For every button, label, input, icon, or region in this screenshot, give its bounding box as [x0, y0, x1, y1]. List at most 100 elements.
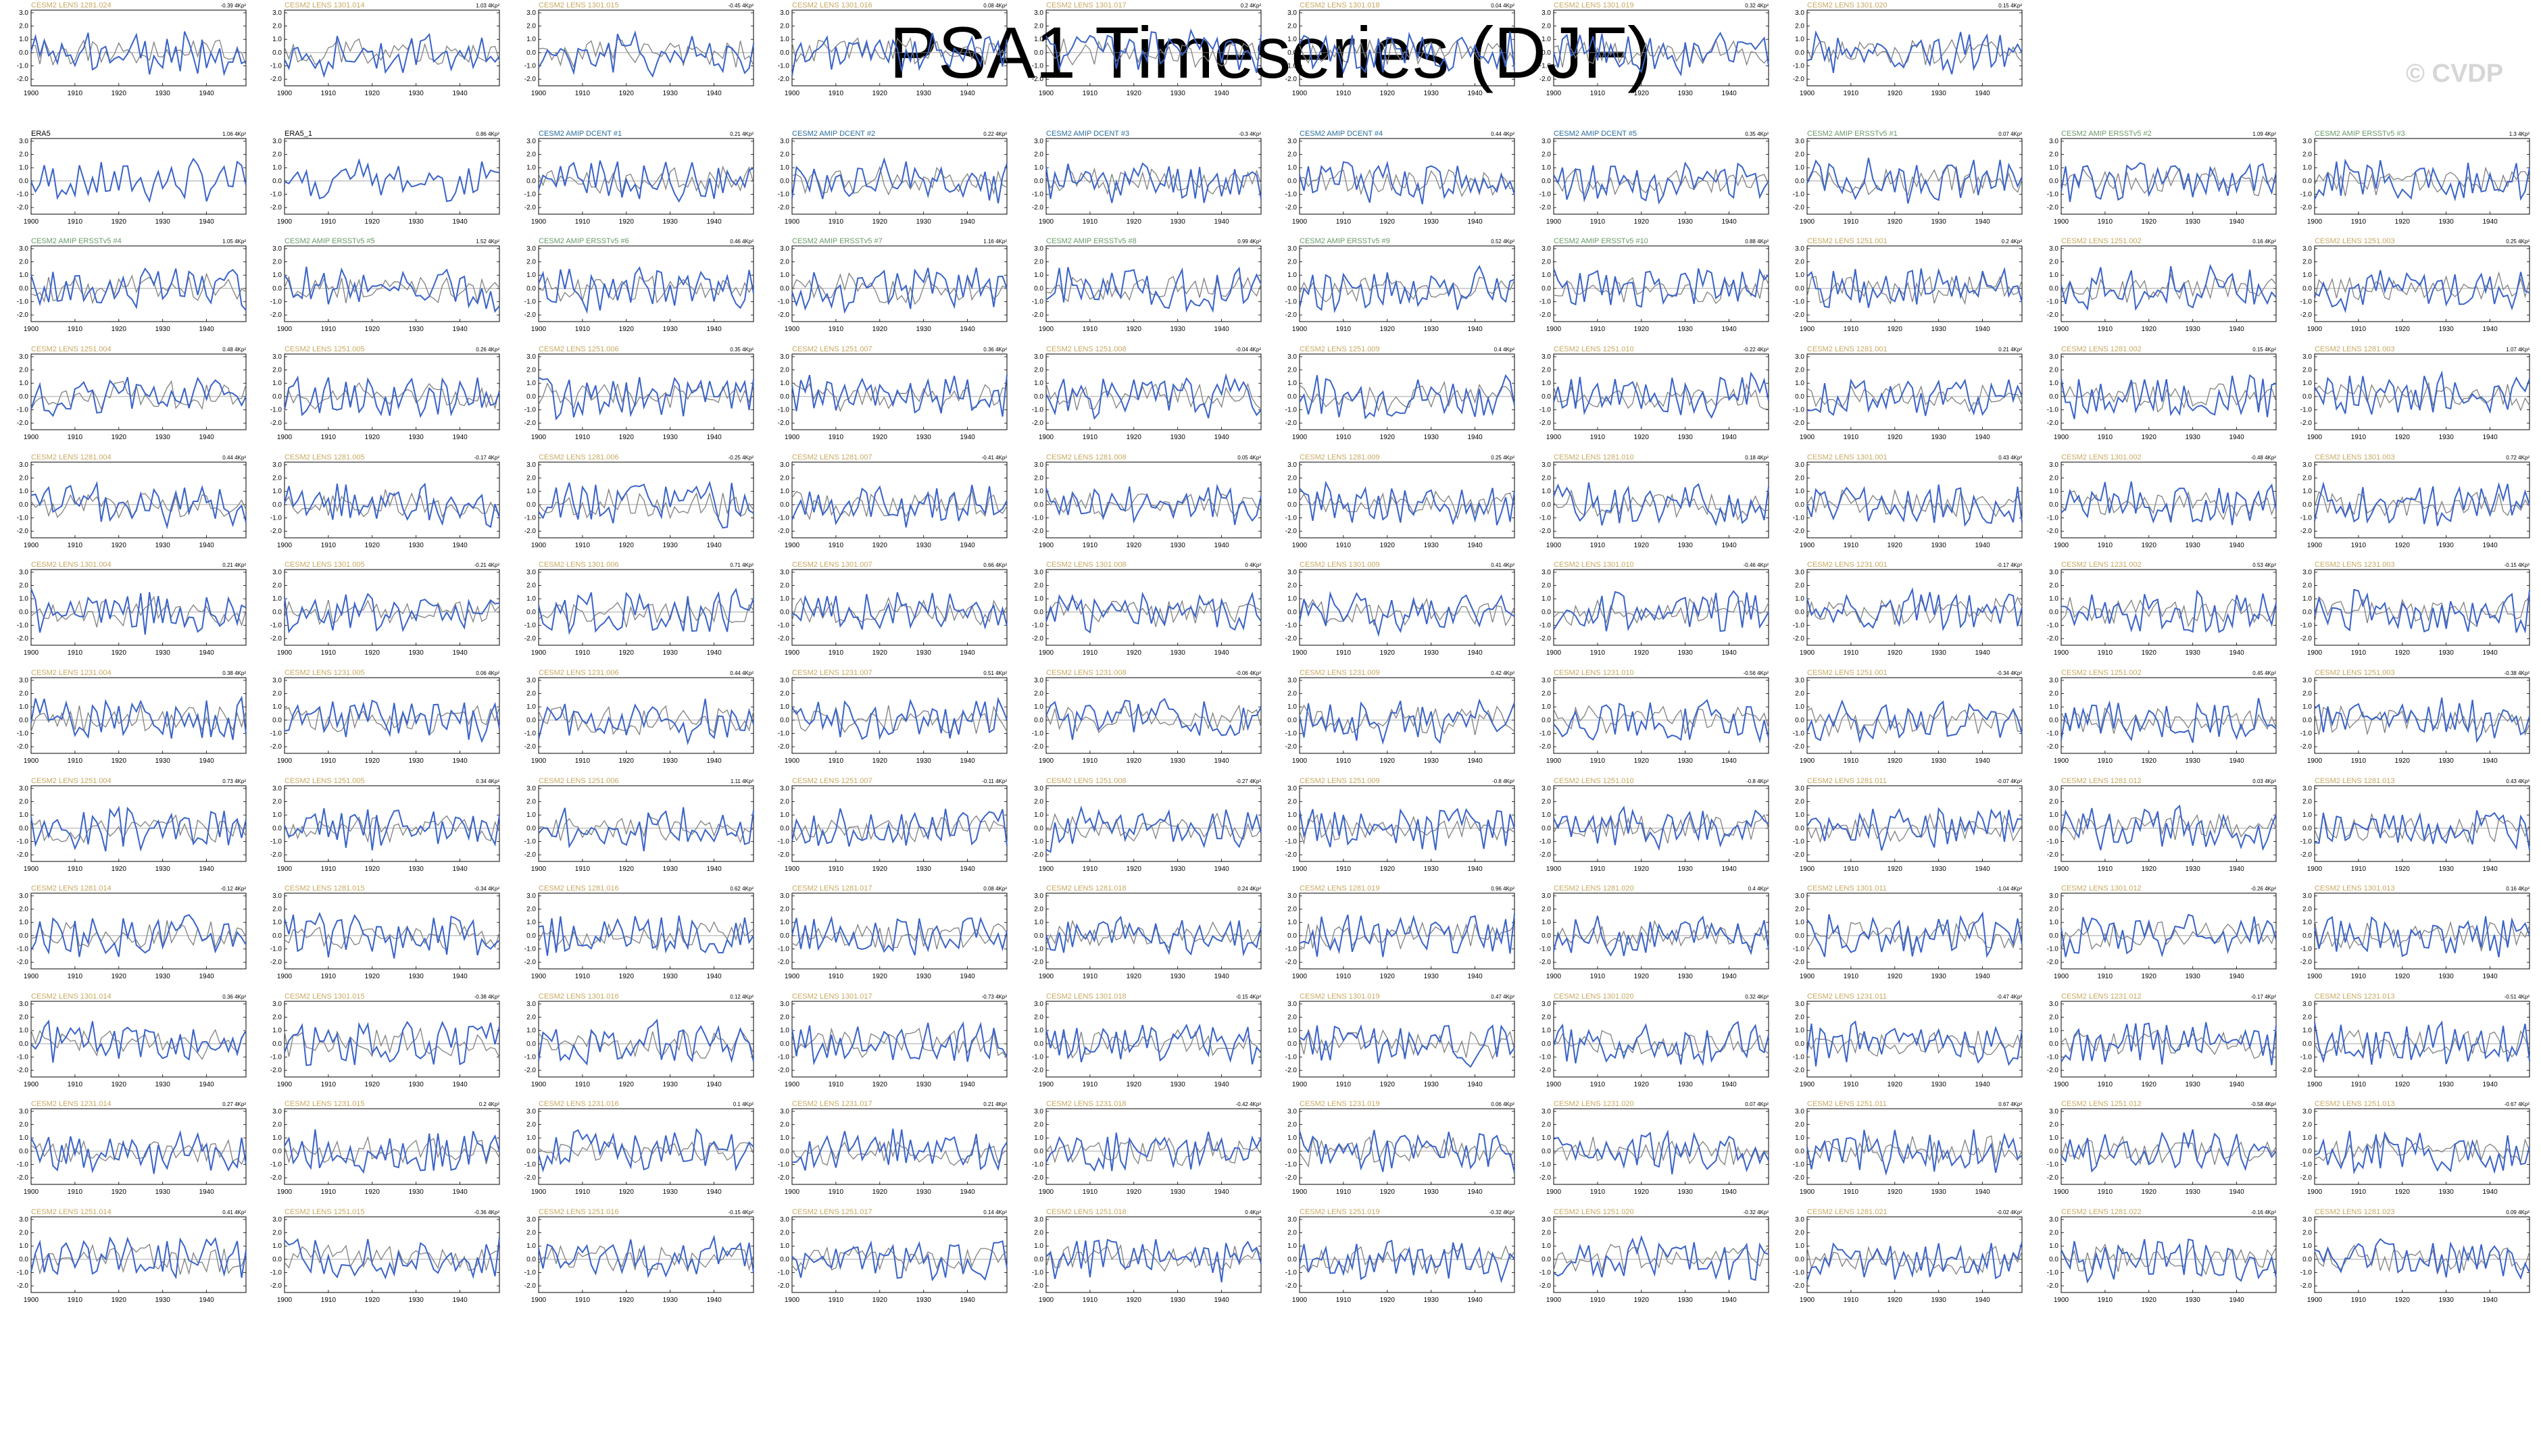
- y-tick-label: 2.0: [1541, 1122, 1551, 1129]
- x-tick-label: 1920: [1888, 218, 1903, 226]
- y-tick-label: -2.0: [778, 311, 790, 319]
- x-tick-label: 1930: [409, 649, 424, 657]
- y-tick-label: -2.0: [778, 635, 790, 643]
- x-tick-label: 1930: [2186, 326, 2201, 333]
- y-tick-label: 3.0: [1795, 569, 1804, 576]
- panel-plot: CESM2 LENS 1251.006 0.35 4Kp²3.02.01.00.0…: [524, 345, 754, 441]
- x-tick-label: 1910: [1844, 542, 1859, 549]
- x-tick-label: 1940: [452, 326, 468, 333]
- y-tick-label: 1.0: [1034, 919, 1043, 926]
- y-tick-label: -2.0: [17, 1174, 29, 1182]
- x-tick-label: 1900: [1546, 757, 1562, 765]
- y-tick-label: -2.0: [778, 420, 790, 427]
- y-tick-label: 3.0: [2302, 138, 2312, 145]
- panel-title: CESM2 LENS 1231.018: [1046, 1100, 1127, 1108]
- y-tick-label: 0.0: [1034, 609, 1043, 616]
- panel-title: CESM2 LENS 1301.017: [1046, 1, 1127, 9]
- x-tick-label: 1930: [663, 1188, 679, 1196]
- y-tick-label: 2.0: [1541, 1230, 1551, 1237]
- y-tick-label: 2.0: [526, 1230, 536, 1237]
- x-tick-label: 1910: [1844, 1188, 1859, 1196]
- y-tick-label: 3.0: [1795, 9, 1804, 17]
- x-tick-label: 1940: [2229, 1297, 2244, 1304]
- x-tick-label: 1930: [663, 542, 679, 549]
- y-tick-label: -2.0: [17, 420, 29, 427]
- panel-title: CESM2 LENS 1301.016: [539, 993, 619, 1001]
- y-tick-label: 3.0: [1287, 893, 1297, 900]
- y-tick-label: 1.0: [1287, 488, 1297, 495]
- y-tick-label: 2.0: [2302, 582, 2312, 590]
- y-tick-label: -1.0: [1285, 1270, 1298, 1277]
- x-tick-label: 1920: [112, 434, 127, 441]
- y-tick-label: 2.0: [2302, 367, 2312, 374]
- panel-title: CESM2 LENS 1231.015: [285, 1100, 365, 1108]
- x-tick-label: 1920: [1634, 757, 1650, 765]
- y-tick-label: 2.0: [1795, 691, 1804, 698]
- panel-frame: [1806, 1216, 2023, 1293]
- y-tick-label: -2.0: [778, 743, 790, 751]
- blue-series-line: [538, 30, 754, 78]
- x-tick-label: 1900: [1039, 757, 1054, 765]
- y-tick-label: 2.0: [2302, 475, 2312, 482]
- x-tick-label: 1910: [2351, 1188, 2367, 1196]
- panel-frame: [538, 353, 754, 430]
- x-tick-label: 1920: [872, 218, 888, 226]
- y-tick-label: -2.0: [778, 959, 790, 966]
- x-tick-label: 1920: [1380, 218, 1396, 226]
- y-tick-label: -1.0: [1539, 1054, 1552, 1061]
- y-tick-label: 1.0: [272, 272, 282, 279]
- x-tick-label: 1930: [1424, 1297, 1439, 1304]
- gray-series-line: [538, 921, 754, 951]
- x-tick-label: 1920: [365, 1188, 380, 1196]
- x-tick-label: 1910: [829, 1081, 844, 1088]
- y-tick-label: 1.0: [1541, 1134, 1551, 1142]
- x-tick-label: 1940: [452, 542, 468, 549]
- panel-plot: CESM2 LENS 1301.014 0.36 4Kp²3.02.01.00.0…: [17, 993, 247, 1088]
- x-tick-label: 1920: [1380, 542, 1396, 549]
- panel-title: CESM2 LENS 1301.020: [1807, 1, 1888, 9]
- panel-title: CESM2 LENS 1281.017: [792, 884, 872, 893]
- panel-title: CESM2 AMIP ERSSTv5 #9: [1300, 237, 1390, 245]
- y-tick-label: 1.0: [272, 380, 282, 387]
- x-tick-label: 1940: [2482, 757, 2498, 765]
- gray-series-line: [791, 815, 1008, 843]
- panel-frame: [1806, 461, 2023, 538]
- x-tick-label: 1900: [531, 434, 547, 441]
- panel-plot: CESM2 AMIP DCENT #5 0.35 4Kp²3.02.01.00.0…: [1539, 130, 1769, 226]
- panel-frame: [284, 1001, 500, 1078]
- y-tick-label: -1.0: [1032, 63, 1044, 70]
- x-tick-label: 1920: [112, 1188, 127, 1196]
- x-tick-label: 1940: [199, 434, 214, 441]
- y-tick-label: 1.0: [1795, 272, 1804, 279]
- y-tick-label: 2.0: [780, 259, 789, 266]
- blue-series-line: [284, 32, 500, 78]
- panel-title: CESM2 LENS 1251.001: [1807, 669, 1888, 677]
- timeseries-panel: CESM2 LENS 1301.007 0.66 4Kp² 3.0 2.0 1.0 0.0…: [778, 559, 1008, 659]
- panel-frame: [1299, 785, 1515, 862]
- y-tick-label: 1.0: [1795, 36, 1804, 43]
- x-tick-label: 1910: [829, 542, 844, 549]
- y-tick-label: 3.0: [2302, 245, 2312, 253]
- y-tick-label: 0.0: [1795, 393, 1804, 401]
- y-tick-label: 3.0: [2049, 353, 2058, 361]
- y-tick-label: 2.0: [2049, 151, 2058, 159]
- y-tick-label: 1.0: [2302, 272, 2312, 279]
- y-tick-label: 2.0: [272, 367, 282, 374]
- panel-plot: CESM2 LENS 1301.020 0.32 4Kp²3.02.01.00.0…: [1539, 993, 1769, 1088]
- y-tick-label: -1.0: [1032, 946, 1044, 953]
- y-tick-label: 2.0: [19, 906, 28, 913]
- x-tick-label: 1900: [2054, 218, 2069, 226]
- x-tick-label: 1930: [155, 1297, 171, 1304]
- y-tick-label: -1.0: [17, 838, 29, 846]
- panel-title: CESM2 LENS 1251.008: [1046, 777, 1127, 785]
- x-tick-label: 1900: [277, 434, 293, 441]
- y-tick-label: 3.0: [780, 245, 789, 253]
- timeseries-panel: CESM2 LENS 1301.020 0.15 4Kp² 3.0 2.0 1.0 0.0…: [1793, 0, 2023, 99]
- blue-series-line: [1299, 264, 1515, 313]
- x-tick-label: 1940: [452, 1297, 468, 1304]
- x-tick-label: 1910: [1844, 90, 1859, 97]
- panel-plot: CESM2 AMIP ERSSTv5 #6 0.46 4Kp²3.02.01.00…: [524, 237, 754, 333]
- y-tick-label: -1.0: [2047, 1270, 2059, 1277]
- y-tick-label: 1.0: [1795, 1242, 1804, 1250]
- blue-series-line: [1299, 1239, 1515, 1284]
